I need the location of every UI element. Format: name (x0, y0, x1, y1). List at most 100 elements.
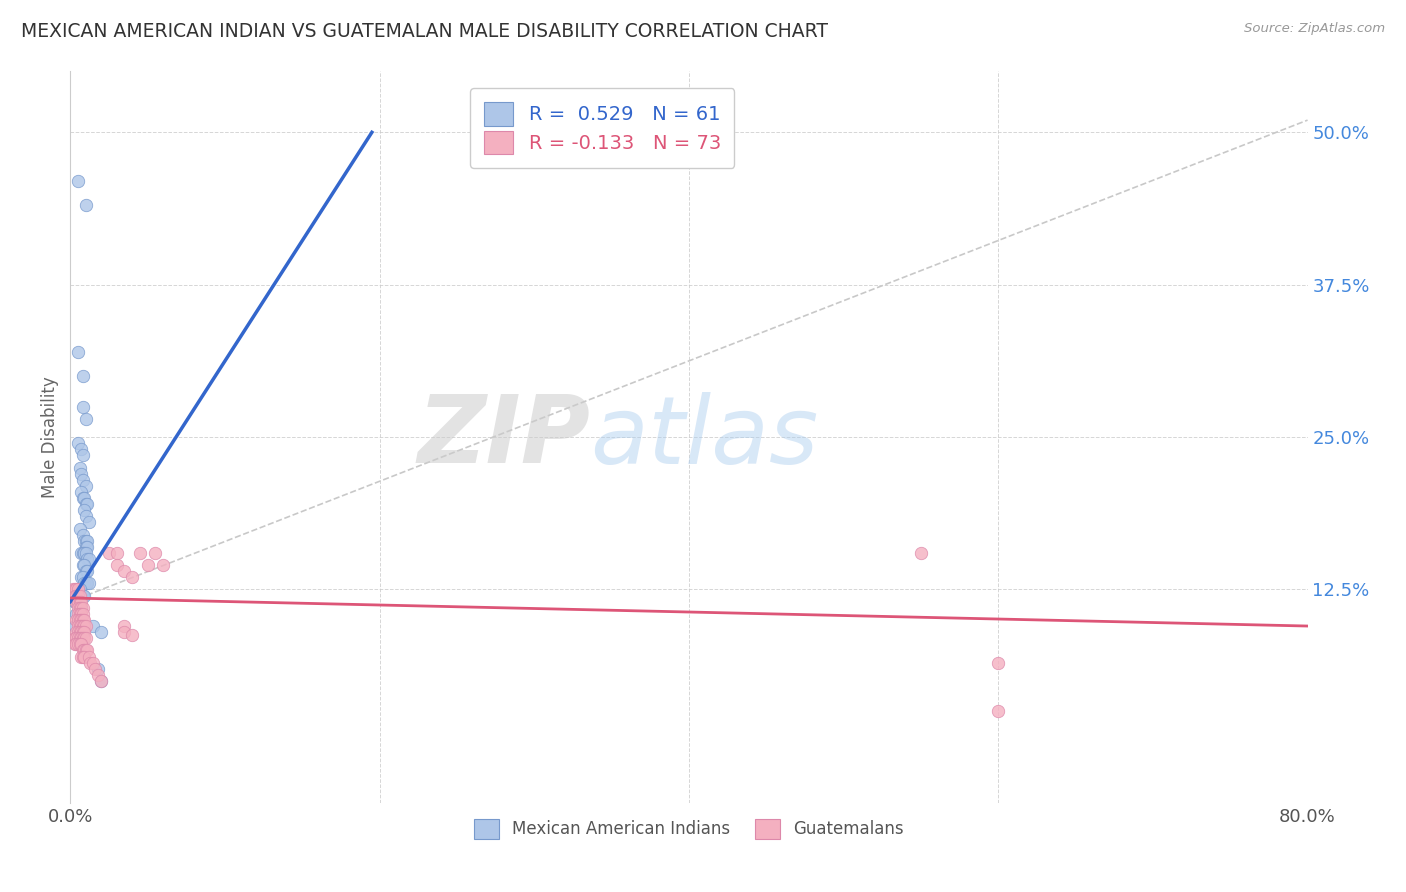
Point (67, 613, 90, 627)
Point (75, 576, 97, 591)
Point (73, 613, 96, 627)
Point (67, 594, 90, 608)
Point (114, 619, 135, 633)
Point (987, 705, 1010, 719)
Point (70, 570, 93, 584)
Point (73, 643, 96, 657)
Point (69, 600, 91, 615)
Point (69, 594, 91, 608)
Point (67, 589, 90, 603)
Point (114, 625, 135, 640)
Point (75, 198, 97, 212)
Point (65, 589, 87, 603)
Point (70, 625, 93, 640)
Point (105, 546, 128, 560)
Point (75, 497, 97, 511)
Point (65, 594, 87, 608)
Point (72, 649, 94, 664)
Point (72, 400, 94, 414)
Text: MEXICAN AMERICAN INDIAN VS GUATEMALAN MALE DISABILITY CORRELATION CHART: MEXICAN AMERICAN INDIAN VS GUATEMALAN MA… (21, 22, 828, 41)
Y-axis label: Male Disability: Male Disability (41, 376, 59, 498)
Point (75, 509, 97, 524)
Point (76, 497, 98, 511)
Point (84, 662, 107, 676)
Point (69, 619, 91, 633)
Point (75, 546, 97, 560)
Point (90, 673, 112, 688)
Point (75, 564, 97, 578)
Text: atlas: atlas (591, 392, 818, 483)
Point (73, 491, 96, 505)
Point (72, 625, 94, 640)
Point (67, 619, 90, 633)
Point (69, 637, 91, 651)
Point (105, 558, 128, 573)
Point (73, 546, 96, 560)
Point (77, 649, 100, 664)
Point (75, 632, 97, 646)
Point (72, 613, 94, 627)
Point (73, 625, 96, 640)
Point (87, 662, 110, 676)
Point (70, 637, 93, 651)
Point (90, 673, 112, 688)
Point (72, 643, 94, 657)
Point (121, 627, 143, 641)
Point (65, 637, 87, 651)
Point (82, 656, 105, 670)
Point (76, 576, 98, 591)
Point (90, 625, 112, 640)
Point (70, 632, 93, 646)
Point (72, 449, 94, 463)
Point (72, 600, 94, 615)
Point (69, 460, 91, 475)
Point (69, 582, 91, 597)
Text: Source: ZipAtlas.com: Source: ZipAtlas.com (1244, 22, 1385, 36)
Point (67, 594, 90, 608)
Point (72, 473, 94, 487)
Point (67, 613, 90, 627)
Point (70, 649, 93, 664)
Point (67, 582, 90, 597)
Point (152, 558, 174, 573)
Point (65, 582, 87, 597)
Point (67, 632, 90, 646)
Point (65, 625, 87, 640)
Point (129, 546, 152, 560)
Point (62, 582, 84, 597)
Point (121, 570, 143, 584)
Point (63, 637, 86, 651)
Point (70, 613, 93, 627)
Point (63, 589, 86, 603)
Point (73, 589, 96, 603)
Point (67, 600, 90, 615)
Point (70, 594, 93, 608)
Point (67, 174, 90, 188)
Point (76, 552, 98, 566)
Point (72, 369, 94, 384)
Point (67, 637, 90, 651)
Point (65, 607, 87, 621)
Point (67, 607, 90, 621)
Point (65, 632, 87, 646)
Point (67, 625, 90, 640)
Point (72, 558, 94, 573)
Legend: Mexican American Indians, Guatemalans: Mexican American Indians, Guatemalans (467, 812, 911, 846)
Point (63, 582, 86, 597)
Point (65, 594, 87, 608)
Point (145, 546, 166, 560)
Point (73, 619, 96, 633)
Point (75, 619, 97, 633)
Point (76, 540, 98, 554)
Point (76, 643, 98, 657)
Point (73, 533, 96, 548)
Point (70, 619, 93, 633)
Point (75, 643, 97, 657)
Point (73, 503, 96, 517)
Point (77, 516, 100, 530)
Point (87, 667, 110, 682)
Point (70, 442, 93, 457)
Point (63, 619, 86, 633)
Point (65, 613, 87, 627)
Point (72, 619, 94, 633)
